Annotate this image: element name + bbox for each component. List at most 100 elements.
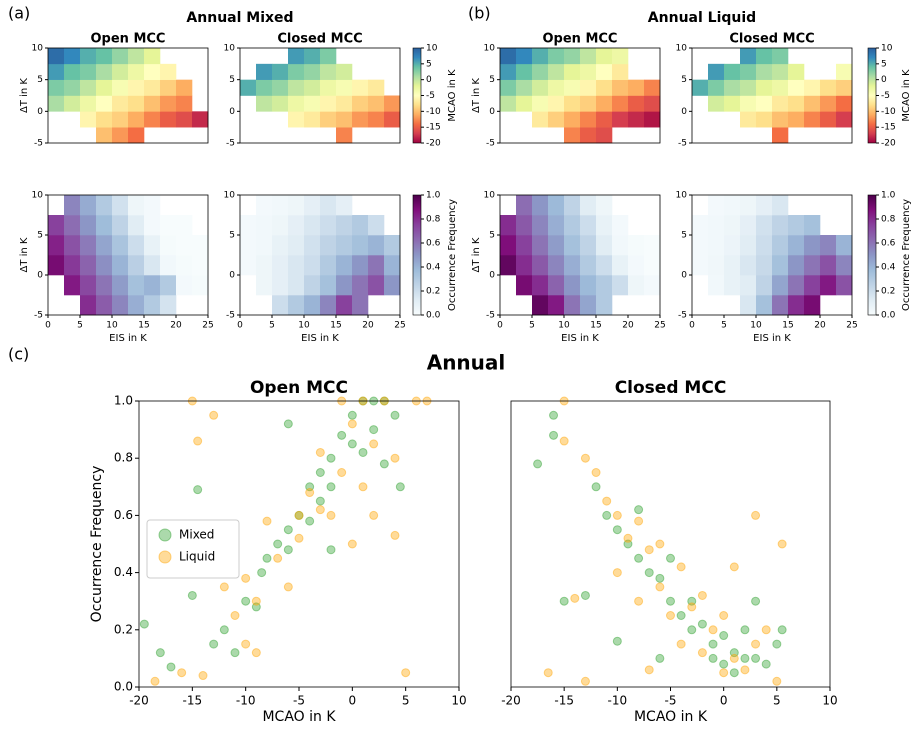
colorbar-tick-label: 0 xyxy=(426,75,432,85)
heatmap-cell xyxy=(256,235,273,256)
heatmap-cell xyxy=(516,63,533,80)
scatter-point xyxy=(294,510,304,520)
colorbar-tick-label: 0.8 xyxy=(881,215,896,225)
heatmap-cell xyxy=(384,95,401,112)
scatter-point xyxy=(347,410,357,420)
heatmap-cell xyxy=(144,275,161,296)
scatter-point xyxy=(634,516,644,526)
heatmap-cell xyxy=(272,79,289,96)
heatmap-cell xyxy=(724,215,741,236)
scatter-point xyxy=(687,596,697,606)
heatmap-cell xyxy=(112,95,129,112)
heatmap-cell xyxy=(804,79,821,96)
heatmap-cell xyxy=(288,235,305,256)
heatmap-cell xyxy=(80,195,97,216)
scatter-point xyxy=(655,539,665,549)
heatmap-cell xyxy=(612,63,629,80)
heatmap-cell xyxy=(288,215,305,236)
scatter-point xyxy=(559,436,569,446)
heatmap-cell xyxy=(256,195,273,216)
y-tick-label: 5 xyxy=(37,231,43,241)
colorbar-tick-label: -5 xyxy=(881,91,890,101)
heatmap-cell xyxy=(692,255,709,276)
colorbar-tick-label: 0.4 xyxy=(426,263,441,273)
heatmap-cell xyxy=(628,95,645,112)
x-tick-label: 5 xyxy=(402,694,410,708)
heatmap-cell xyxy=(756,48,773,65)
y-tick-label: 5 xyxy=(37,75,43,85)
heatmap-cell xyxy=(128,111,145,128)
heatmap-cell xyxy=(96,235,113,256)
scatter-point xyxy=(729,648,739,658)
scatter-point xyxy=(395,482,405,492)
scatter-point xyxy=(612,525,622,535)
heatmap-cell xyxy=(96,275,113,296)
heatmap-cell xyxy=(596,235,613,256)
heatmap-cell xyxy=(96,63,113,80)
scatter-point xyxy=(719,611,729,620)
heatmap-cell xyxy=(500,63,517,80)
heatmap-cell xyxy=(804,295,821,316)
scatter-point xyxy=(305,482,315,492)
heatmap-cell xyxy=(836,235,853,256)
legend-label: Mixed xyxy=(179,528,214,542)
heatmap-cell xyxy=(612,255,629,276)
heatmap-cell xyxy=(612,275,629,296)
x-tick-label: 15 xyxy=(782,321,793,331)
heatmap-cell xyxy=(804,235,821,256)
heatmap-cell xyxy=(128,235,145,256)
y-axis-label: ΔT in K xyxy=(471,237,482,272)
heatmap-cell xyxy=(820,79,837,96)
scatter-point xyxy=(251,602,261,612)
heatmap-cell xyxy=(320,95,337,112)
y-tick-label: -5 xyxy=(486,311,495,321)
heatmap-cell xyxy=(708,195,725,216)
heatmap-cell xyxy=(272,95,289,112)
x-axis-label: MCAO in K xyxy=(634,709,708,725)
axes-frame xyxy=(239,194,401,316)
heatmap-cell xyxy=(564,95,581,112)
heatmap-cell xyxy=(708,275,725,296)
colorbar-tick-label: 10 xyxy=(426,44,438,54)
y-tick-label: 0 xyxy=(229,107,235,117)
scatter-point xyxy=(676,611,686,620)
heatmap-cell xyxy=(580,79,597,96)
heatmap-cell xyxy=(532,63,549,80)
scatter-point xyxy=(347,439,357,449)
scatter-point xyxy=(580,676,590,686)
heatmap-cell xyxy=(756,235,773,256)
heatmap-cell xyxy=(516,255,533,276)
heatmap-cell xyxy=(320,48,337,65)
x-tick-label: 0 xyxy=(349,694,357,708)
scatter-point xyxy=(687,602,697,612)
scatter-point xyxy=(729,653,739,663)
x-tick-label: 20 xyxy=(814,321,826,331)
scatter-point xyxy=(655,653,665,663)
heatmap-cell xyxy=(256,63,273,80)
heatmap-cell xyxy=(304,95,321,112)
heatmap-cell xyxy=(320,63,337,80)
heatmap-cell xyxy=(708,95,725,112)
heatmap-cell xyxy=(176,235,193,256)
heatmap-cell xyxy=(596,275,613,296)
x-tick-label: 5 xyxy=(773,694,781,708)
heatmap-cell xyxy=(304,275,321,296)
y-axis-label: ΔT in K xyxy=(471,78,482,113)
heatmap-cell xyxy=(532,111,549,128)
scatter-point xyxy=(262,516,272,526)
scatter-point xyxy=(655,573,665,583)
heatmap-cell xyxy=(564,48,581,65)
heatmap-cell xyxy=(772,195,789,216)
heatmap-cell xyxy=(128,275,145,296)
heatmap-cell xyxy=(336,127,353,144)
heatmap-cell xyxy=(772,63,789,80)
colorbar-tick-label: -10 xyxy=(426,107,441,117)
heatmap-cell xyxy=(772,235,789,256)
heatmap-cell xyxy=(112,215,129,236)
heatmap-cell xyxy=(144,79,161,96)
heatmap-cell xyxy=(548,79,565,96)
x-tick-label: 25 xyxy=(654,321,665,331)
y-tick-label: 5 xyxy=(229,231,235,241)
heatmap-cell xyxy=(756,215,773,236)
heatmap-cell xyxy=(788,111,805,128)
